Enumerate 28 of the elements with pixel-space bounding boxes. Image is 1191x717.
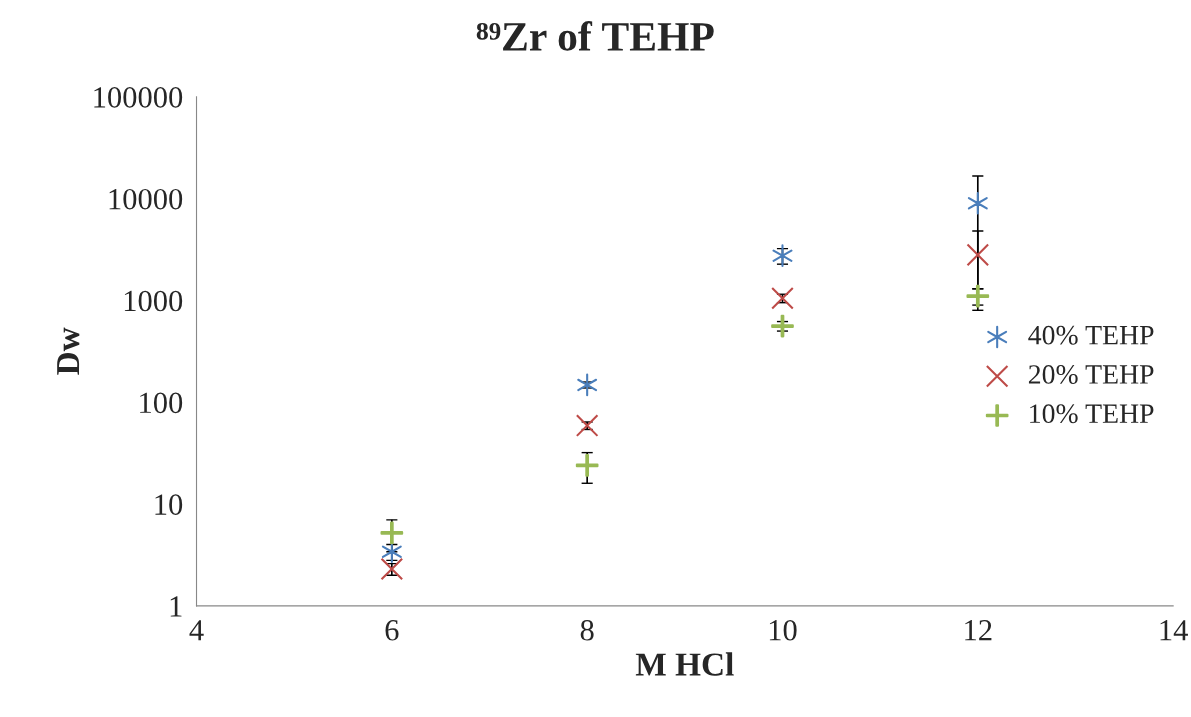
point	[577, 373, 598, 397]
point	[380, 557, 404, 581]
y-tick-label: 100	[140, 392, 183, 414]
y-tick-label: 1000	[124, 290, 183, 312]
y-tick-label: 100000	[94, 87, 183, 108]
point	[966, 284, 990, 308]
point	[575, 414, 599, 437]
x-tick-label: 6	[385, 620, 399, 641]
x-axis-title: M HCl	[635, 652, 734, 676]
point	[771, 286, 794, 310]
point	[380, 521, 404, 545]
x-tick-label: 14	[1160, 620, 1188, 641]
y-tick-label: 10	[155, 494, 183, 515]
y-tick-label: 10000	[109, 188, 183, 210]
point	[966, 243, 990, 267]
point	[575, 454, 599, 477]
x-tick-label: 4	[189, 620, 204, 641]
y-tick-label: 1	[170, 596, 182, 617]
y-axis-title: Dw	[57, 327, 80, 375]
point	[771, 314, 794, 338]
x-tick-label: 12	[965, 620, 992, 641]
legend-label: 40% TEHP	[1028, 325, 1154, 345]
legend-label: 10% TEHP	[1030, 404, 1154, 424]
x-tick-label: 10	[769, 619, 797, 641]
legend-label: 20% TEHP	[1028, 365, 1154, 384]
chart-title: ⁸⁹Zr of TEHP	[476, 21, 714, 51]
point	[967, 191, 988, 215]
x-tick-label: 8	[580, 619, 594, 641]
